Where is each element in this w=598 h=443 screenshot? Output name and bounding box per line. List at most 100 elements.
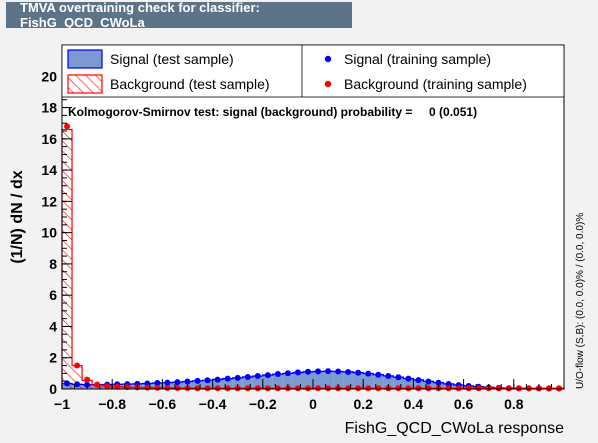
background-train-marker [244, 385, 251, 392]
signal-test-bar [202, 380, 213, 389]
x-tick-label: 0.2 [353, 396, 373, 412]
signal-train-marker [234, 374, 241, 381]
signal-train-marker [174, 379, 181, 386]
signal-test-bar [363, 373, 374, 389]
signal-test-bar [272, 374, 283, 389]
background-train-marker [214, 385, 221, 392]
signal-train-marker [435, 379, 442, 386]
signal-train-marker [395, 374, 402, 381]
signal-test-bar [232, 377, 243, 389]
y-tick-label: 8 [49, 256, 57, 272]
legend-background-test-label: Background (test sample) [110, 76, 270, 92]
signal-test-bar [262, 375, 273, 389]
signal-test-bar [403, 378, 414, 389]
y-tick-label: 12 [41, 193, 57, 209]
signal-test-bar [222, 378, 233, 389]
signal-test-bar [333, 371, 344, 389]
signal-test-bar [242, 376, 253, 389]
signal-train-marker [425, 378, 432, 385]
y-tick-label: 6 [49, 287, 57, 303]
background-train-marker [264, 385, 271, 392]
background-train-marker [104, 383, 111, 390]
signal-test-bar [423, 381, 434, 389]
background-train-marker [174, 385, 181, 392]
x-tick-label: −1 [54, 396, 70, 412]
background-train-marker [445, 385, 452, 392]
signal-train-marker [415, 377, 422, 384]
legend-background-test-swatch [67, 74, 103, 94]
x-tick-label: −0.2 [249, 396, 277, 412]
signal-train-marker [325, 368, 332, 375]
signal-train-marker [214, 376, 221, 383]
background-train-marker [525, 385, 532, 392]
signal-test-bar [302, 371, 313, 389]
legend-signal-test-label: Signal (test sample) [110, 51, 234, 67]
background-train-marker [505, 385, 512, 392]
signal-test-bar [313, 371, 324, 389]
background-train-marker [154, 384, 161, 391]
background-train-marker [405, 385, 412, 392]
x-tick-label: −0.8 [98, 396, 126, 412]
signal-train-marker [204, 377, 211, 384]
window-title: TMVA overtraining check for classifier: … [6, 0, 352, 30]
signal-test-bar [192, 380, 203, 389]
background-train-marker [545, 385, 552, 392]
legend-background-train-label: Background (training sample) [344, 76, 527, 92]
background-train-marker [204, 385, 211, 392]
signal-train-marker [385, 373, 392, 380]
y-axis-label: (1/N) dN / dx [9, 170, 26, 263]
signal-test-bar [252, 376, 263, 389]
background-train-marker [294, 385, 301, 392]
background-test-bar [62, 129, 73, 389]
signal-test-bar [393, 377, 404, 389]
background-train-marker [194, 385, 201, 392]
background-train-marker [315, 385, 322, 392]
signal-test-bar [282, 373, 293, 389]
signal-train-marker [224, 375, 231, 382]
signal-test-bar [373, 374, 384, 389]
y-tick-label: 10 [41, 225, 57, 241]
signal-test-bar [413, 379, 424, 389]
x-tick-label: 0.6 [454, 396, 474, 412]
y-tick-label: 18 [41, 100, 57, 116]
background-train-marker [555, 385, 562, 392]
signal-train-marker [244, 373, 251, 380]
plot-frame [61, 44, 565, 390]
background-train-marker [304, 385, 311, 392]
background-test-bar [72, 365, 83, 389]
signal-test-bar [343, 371, 354, 389]
background-train-marker [254, 385, 261, 392]
signal-test-bar [323, 371, 334, 389]
signal-train-marker [365, 370, 372, 377]
background-train-marker [395, 385, 402, 392]
signal-train-marker [274, 370, 281, 377]
x-axis-label: FishG_QCD_CWoLa response [345, 420, 564, 437]
legend-signal-train-label: Signal (training sample) [344, 51, 491, 67]
signal-train-marker [405, 375, 412, 382]
y-tick-label: 14 [41, 162, 57, 178]
signal-train-marker [194, 377, 201, 384]
background-train-marker [114, 383, 121, 390]
background-train-marker [415, 385, 422, 392]
background-train-marker [164, 384, 171, 391]
signal-train-marker [304, 368, 311, 375]
signal-train-marker [284, 370, 291, 377]
signal-train-marker [254, 373, 261, 380]
background-train-marker [64, 123, 71, 130]
background-train-marker [355, 385, 362, 392]
signal-train-marker [315, 368, 322, 375]
legend-box [61, 44, 565, 98]
signal-train-marker [294, 369, 301, 376]
signal-train-marker [345, 368, 352, 375]
x-tick-label: 0.8 [504, 396, 524, 412]
signal-train-marker [184, 378, 191, 385]
background-train-marker [515, 385, 522, 392]
background-train-marker [274, 385, 281, 392]
background-train-marker [475, 385, 482, 392]
signal-test-bar [353, 372, 364, 389]
signal-train-marker [355, 369, 362, 376]
signal-train-marker [335, 368, 342, 375]
background-train-marker [224, 385, 231, 392]
signal-train-marker [264, 372, 271, 379]
x-tick-label: −0.4 [199, 396, 227, 412]
